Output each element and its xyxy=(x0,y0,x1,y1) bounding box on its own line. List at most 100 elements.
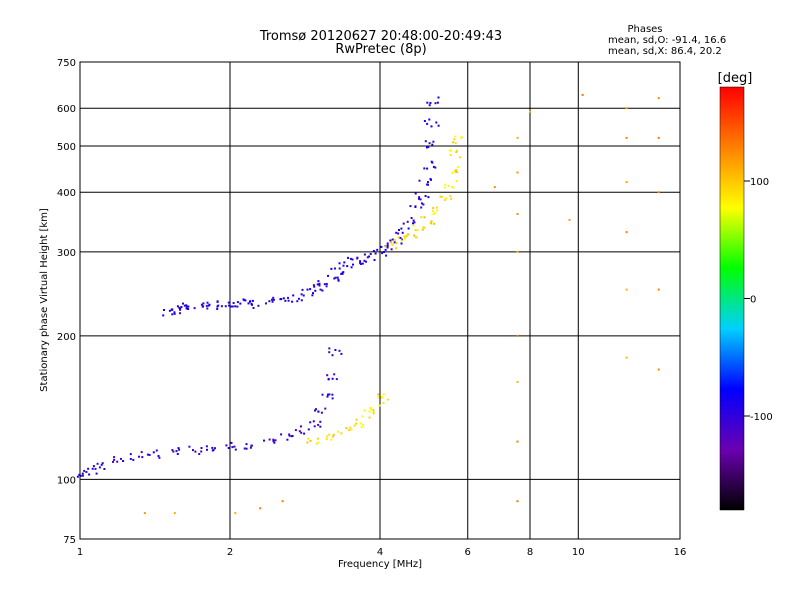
data-point xyxy=(363,409,366,412)
data-point xyxy=(422,203,425,206)
data-point xyxy=(355,418,358,421)
data-point xyxy=(328,433,331,436)
data-point xyxy=(336,276,339,279)
data-point xyxy=(516,171,519,174)
data-point xyxy=(98,466,101,469)
data-point xyxy=(445,197,448,200)
data-point xyxy=(403,235,406,238)
data-point xyxy=(372,250,375,252)
data-point xyxy=(420,206,423,209)
data-point xyxy=(287,296,289,299)
data-point xyxy=(449,154,452,156)
data-point xyxy=(657,288,660,291)
data-point xyxy=(459,156,461,159)
data-point xyxy=(353,424,356,427)
data-point xyxy=(406,220,409,223)
data-point xyxy=(359,422,362,425)
data-point xyxy=(188,445,191,448)
data-point xyxy=(407,233,410,236)
data-point xyxy=(625,356,628,359)
data-point xyxy=(245,443,248,446)
data-point xyxy=(79,474,82,477)
data-point xyxy=(382,402,385,404)
data-point xyxy=(352,263,354,266)
data-point xyxy=(454,170,457,173)
data-point xyxy=(340,272,343,275)
y-tick-label: 500 xyxy=(57,142,76,153)
data-point xyxy=(244,299,247,302)
data-point xyxy=(400,239,403,242)
data-point xyxy=(228,304,231,307)
data-point xyxy=(187,308,190,310)
data-point xyxy=(198,453,201,455)
colorbar-label: [deg] xyxy=(718,71,753,86)
data-point xyxy=(432,207,434,210)
data-point xyxy=(327,274,329,277)
data-point xyxy=(436,101,439,104)
data-point xyxy=(400,242,403,245)
colorbar-tick-label: -100 xyxy=(750,412,773,423)
data-point xyxy=(427,196,430,199)
data-point xyxy=(432,213,435,215)
data-point xyxy=(301,288,304,291)
data-point xyxy=(455,151,458,154)
series-o-mode-e-layer-trace xyxy=(76,347,343,478)
data-point xyxy=(120,457,122,460)
data-point xyxy=(404,235,407,238)
data-point xyxy=(405,235,408,238)
data-point xyxy=(173,311,176,314)
data-point xyxy=(412,222,414,225)
data-point xyxy=(427,183,429,186)
data-point xyxy=(398,229,400,231)
data-point xyxy=(383,251,385,253)
data-point xyxy=(247,302,250,305)
plot-points xyxy=(76,93,660,515)
data-point xyxy=(368,255,371,258)
data-point xyxy=(317,423,320,426)
data-point xyxy=(291,300,294,303)
data-point xyxy=(401,231,404,234)
data-point xyxy=(384,248,387,251)
data-point xyxy=(451,185,453,188)
data-point xyxy=(414,229,417,232)
chart-title: Tromsø 20120627 20:48:00-20:49:43 xyxy=(259,29,502,44)
data-point xyxy=(359,260,362,263)
data-point xyxy=(455,169,457,172)
data-point xyxy=(325,283,328,285)
data-point xyxy=(232,302,235,304)
data-point xyxy=(346,265,349,268)
data-point xyxy=(434,166,437,169)
data-point xyxy=(236,305,239,308)
data-point xyxy=(421,228,424,231)
data-point xyxy=(378,404,381,407)
data-point xyxy=(436,209,439,212)
data-point xyxy=(426,167,429,170)
data-point xyxy=(453,169,456,172)
data-point xyxy=(380,245,383,248)
data-point xyxy=(625,107,628,110)
data-point xyxy=(180,306,183,308)
y-tick-label: 400 xyxy=(57,188,76,199)
data-point xyxy=(356,256,359,259)
data-point xyxy=(171,449,174,452)
series-x-mode-e-layer-trace xyxy=(306,393,389,445)
data-point xyxy=(350,266,353,269)
data-point xyxy=(224,305,227,308)
data-point xyxy=(400,227,403,230)
data-point xyxy=(205,304,208,307)
data-point xyxy=(431,210,434,213)
y-tick-label: 750 xyxy=(57,58,76,69)
data-point xyxy=(407,227,410,230)
y-tick-label: 200 xyxy=(57,332,76,343)
data-point xyxy=(363,253,366,256)
data-point xyxy=(320,411,323,414)
data-point xyxy=(347,256,349,259)
data-point xyxy=(427,181,429,184)
data-point xyxy=(78,473,81,476)
data-point xyxy=(284,299,287,302)
data-point xyxy=(178,448,181,451)
data-point xyxy=(382,393,385,396)
data-point xyxy=(334,267,336,270)
data-point xyxy=(173,512,176,515)
colorbar-tick-label: 100 xyxy=(750,177,769,188)
